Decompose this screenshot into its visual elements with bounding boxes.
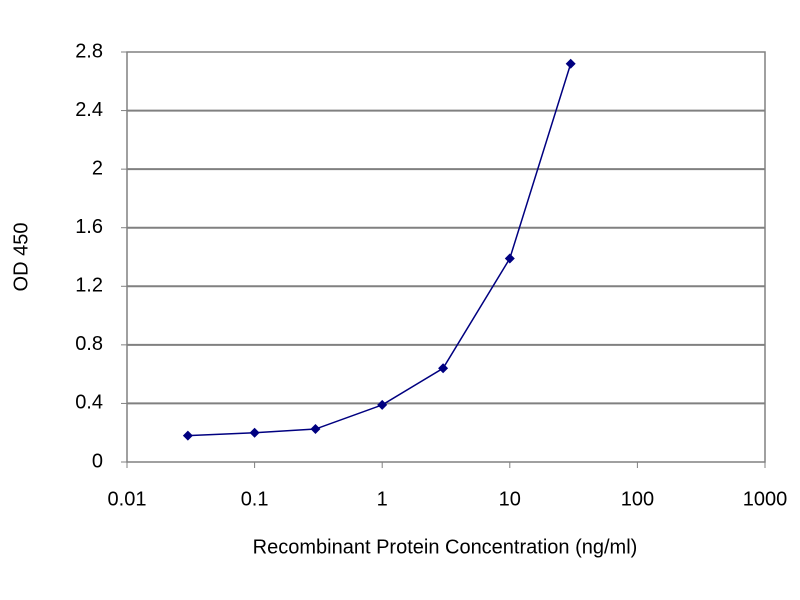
data-point <box>377 399 388 410</box>
x-tick-label: 0.1 <box>241 488 269 510</box>
y-tick-label: 0.8 <box>75 333 103 355</box>
data-point <box>182 430 193 441</box>
x-tick-label: 1 <box>377 488 388 510</box>
data-point <box>310 424 321 435</box>
y-axis-label: OD 450 <box>10 223 32 292</box>
x-tick-label: 100 <box>621 488 654 510</box>
y-tick-label: 2.8 <box>75 40 103 62</box>
x-tick-label: 0.01 <box>108 488 147 510</box>
x-tick-label: 1000 <box>743 488 788 510</box>
y-tick-label: 1.6 <box>75 216 103 238</box>
y-tick-label: 0 <box>92 450 103 472</box>
x-axis-label: Recombinant Protein Concentration (ng/ml… <box>253 536 638 558</box>
y-tick-label: 2 <box>92 157 103 179</box>
x-tick-label: 10 <box>499 488 521 510</box>
plot-area <box>126 51 766 463</box>
data-point <box>438 363 449 374</box>
y-tick-label: 2.4 <box>75 99 103 121</box>
data-point <box>565 58 576 69</box>
y-tick-label: 1.2 <box>75 275 103 297</box>
data-point <box>504 253 515 264</box>
y-tick-label: 0.4 <box>75 392 103 414</box>
data-point <box>249 427 260 438</box>
